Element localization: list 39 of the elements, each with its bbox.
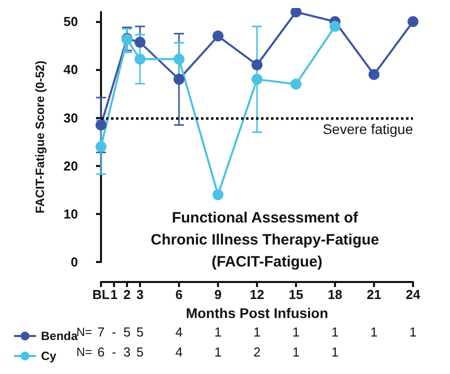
x-tick-label: 2 xyxy=(123,287,131,302)
point xyxy=(212,189,224,200)
x-tick-label: 15 xyxy=(288,287,304,302)
x-tick-label: 12 xyxy=(250,287,264,302)
y-axis-title: FACIT-Fatigue Score (0-52) xyxy=(33,60,47,214)
point xyxy=(174,74,184,85)
point xyxy=(252,59,262,70)
x-tick-label: 6 xyxy=(175,287,183,302)
x-tick-label: 24 xyxy=(406,287,421,302)
point xyxy=(408,16,418,28)
x-tick-label: 18 xyxy=(328,287,342,302)
point xyxy=(134,54,146,65)
ref-line-label: Severe fatigue xyxy=(322,120,414,137)
text: Functional Assessment of Chronic Illness Therapy-Fatigue (FACIT-Fatigue) xyxy=(150,210,384,270)
x-tick-label: 1 xyxy=(110,287,118,302)
point xyxy=(252,74,262,85)
legend-label: Cy xyxy=(41,349,57,363)
point xyxy=(174,54,184,65)
y-tick-label: 20 xyxy=(64,158,78,174)
y-tick-label: 40 xyxy=(64,62,78,78)
point xyxy=(290,8,302,18)
point xyxy=(96,141,106,152)
point xyxy=(134,36,146,48)
y-tick-label: 50 xyxy=(64,14,78,30)
point xyxy=(290,78,302,90)
x-tick-label: 21 xyxy=(366,287,382,302)
y-tick-label: 30 xyxy=(64,110,78,126)
point xyxy=(96,119,106,130)
x-tick-label: BL xyxy=(92,287,110,302)
x-tick-label: 9 xyxy=(214,287,222,302)
point xyxy=(212,30,224,42)
point xyxy=(330,20,340,32)
text: N= 6 - 3 5 4 1 2 1 1 xyxy=(76,344,339,360)
x-tick-label: 3 xyxy=(136,287,144,302)
x-axis-title: Months Post Infusion xyxy=(186,305,328,321)
y-tick-label: 10 xyxy=(64,206,78,222)
legend-label: Benda xyxy=(41,329,78,343)
point xyxy=(368,69,380,80)
y-tick-label: 0 xyxy=(70,254,78,270)
